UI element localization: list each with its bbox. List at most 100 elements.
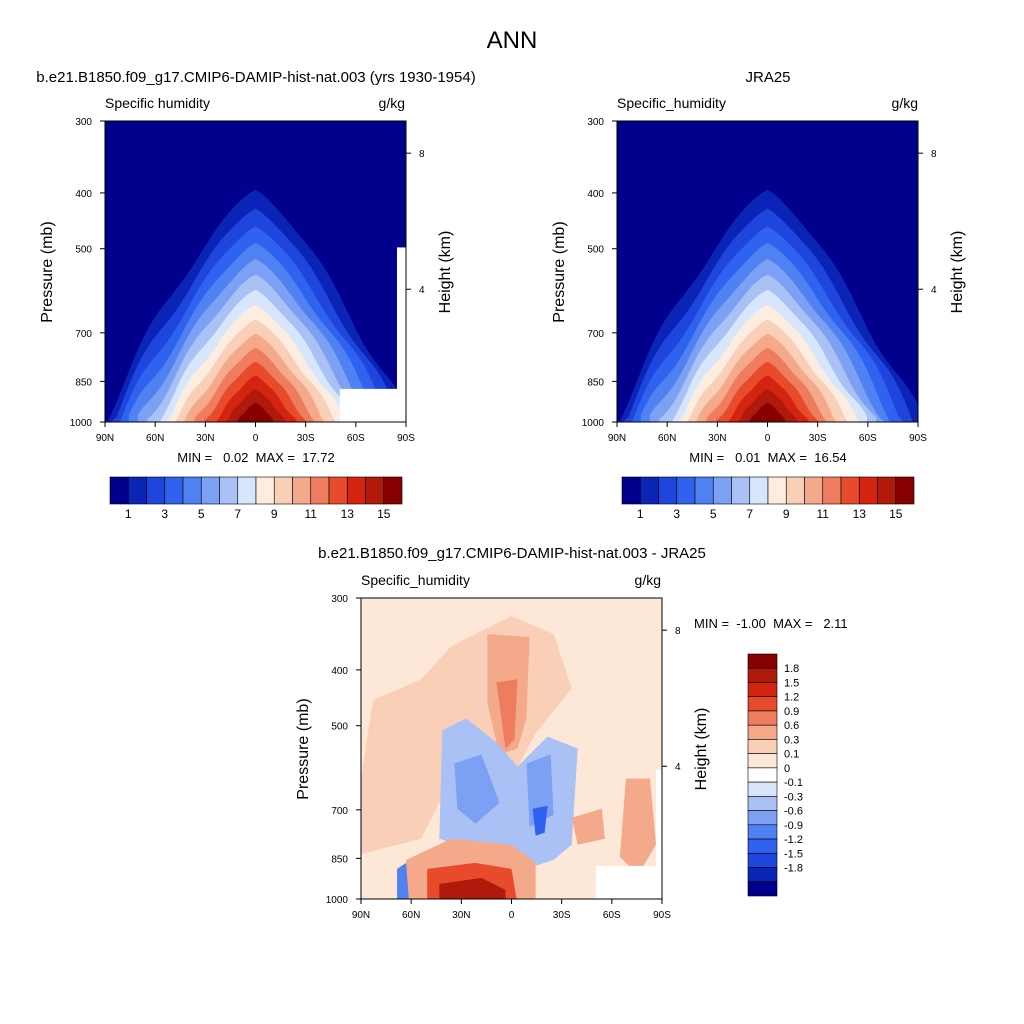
colorbar-box: [747, 881, 778, 897]
variable-label: Specific humidity: [105, 95, 210, 111]
contour-level: [571, 808, 605, 845]
y-axis-label: Pressure (mb): [39, 221, 56, 322]
colorbar-box: [840, 476, 860, 505]
colorbar-label: 9: [271, 507, 278, 521]
y-tick-label: 1000: [582, 418, 605, 429]
colorbar-box: [712, 476, 732, 505]
colorbar-box: [747, 710, 778, 726]
contour-level: [532, 805, 548, 836]
y2-tick-label: 4: [419, 285, 425, 296]
contour-level: [236, 402, 275, 422]
colorbar-label: 5: [198, 507, 205, 521]
colorbar-box: [747, 653, 778, 669]
y-tick-label: 300: [587, 117, 604, 128]
colorbar-label: 15: [889, 507, 903, 521]
y2-tick-label: 8: [931, 149, 937, 160]
missing-data: [595, 865, 662, 899]
x-tick-label: 90N: [352, 910, 370, 921]
x-tick-label: 0: [253, 433, 259, 444]
colorbar-label: 3: [673, 507, 680, 521]
colorbar-label: 5: [710, 507, 717, 521]
colorbar-box: [164, 476, 184, 505]
y-tick-label: 300: [331, 594, 348, 605]
axes: 90N 60N 30N 0 30S 60S 90S 300 400 500 700 850 1000 8 4: [326, 594, 681, 921]
contour-level: [619, 778, 656, 875]
panel-reanalysis: JRA25 Specific_humidity g/kg 90N 60N 30N 0 3…: [551, 69, 966, 521]
contour-plot: [361, 598, 662, 899]
y-tick-label: 850: [331, 854, 348, 865]
y-tick-label: 500: [331, 722, 348, 733]
colorbar-box: [292, 476, 312, 505]
contour-level: [454, 754, 500, 824]
y2-tick-label: 8: [419, 149, 425, 160]
colorbar-box: [747, 724, 778, 740]
y-tick-label: 700: [75, 329, 92, 340]
colorbar-box: [658, 476, 678, 505]
colorbar: 1.8 1.5 1.2 0.9 0.6 0.3 0.1 0 -0.1 -0.3 -0.6 -0.9 -1…: [747, 653, 803, 897]
min-max-stats: MIN = -1.00 MAX = 2.11: [694, 616, 848, 631]
missing-data: [396, 247, 406, 422]
colorbar-box: [747, 767, 778, 783]
colorbar-label: -1.2: [784, 834, 803, 846]
colorbar-label: 0.6: [784, 720, 799, 732]
colorbar-box: [146, 476, 166, 505]
colorbar-box: [237, 476, 257, 505]
y2-tick-label: 4: [675, 762, 681, 773]
units-label: g/kg: [379, 95, 405, 111]
colorbar-box: [895, 476, 915, 505]
colorbar-box: [328, 476, 348, 505]
colorbar-box: [804, 476, 824, 505]
colorbar-box: [747, 824, 778, 840]
colorbar-box: [365, 476, 385, 505]
colorbar-label: 11: [305, 507, 318, 521]
x-tick-label: 60N: [658, 433, 676, 444]
colorbar-box: [747, 810, 778, 826]
y-tick-label: 500: [587, 245, 604, 256]
units-label: g/kg: [635, 572, 661, 588]
colorbar-label: 9: [783, 507, 790, 521]
colorbar-box: [749, 476, 769, 505]
y-tick-label: 1000: [326, 895, 349, 906]
x-tick-label: 30S: [809, 433, 827, 444]
y-tick-label: 500: [75, 245, 92, 256]
x-tick-label: 60S: [347, 433, 365, 444]
colorbar-box: [747, 781, 778, 797]
colorbar-box: [182, 476, 202, 505]
x-tick-label: 30S: [553, 910, 571, 921]
contour-level: [496, 679, 518, 749]
x-tick-label: 60N: [146, 433, 164, 444]
colorbar-box: [747, 838, 778, 854]
x-tick-label: 30N: [708, 433, 726, 444]
y-tick-label: 400: [331, 666, 348, 677]
colorbar-label: 0: [784, 763, 790, 775]
contour-level: [748, 402, 787, 422]
colorbar-box: [200, 476, 220, 505]
colorbar-box: [676, 476, 696, 505]
colorbar-box: [346, 476, 366, 505]
y-tick-label: 300: [75, 117, 92, 128]
colorbar-label: -1.8: [784, 863, 803, 875]
colorbar: 1 3 5 7 9 11 13 15: [621, 476, 915, 521]
y2-axis-label: Height (km): [693, 708, 710, 791]
x-tick-label: 30N: [196, 433, 214, 444]
missing-data: [339, 388, 406, 422]
units-label: g/kg: [892, 95, 918, 111]
colorbar-box: [383, 476, 403, 505]
colorbar-box: [747, 796, 778, 811]
panel-title: b.e21.B1850.f09_g17.CMIP6-DAMIP-hist-nat…: [36, 69, 475, 86]
variable-label: Specific_humidity: [361, 572, 470, 588]
colorbar-label: 1: [125, 507, 132, 521]
x-tick-label: 90N: [608, 433, 626, 444]
colorbar-box: [747, 667, 778, 683]
colorbar-label: 1.5: [784, 677, 799, 689]
colorbar-box: [767, 476, 787, 505]
colorbar: 1 3 5 7 9 11 13 15: [109, 476, 403, 521]
panel-difference: b.e21.B1850.f09_g17.CMIP6-DAMIP-hist-nat…: [295, 545, 848, 921]
colorbar-box: [621, 476, 641, 505]
x-tick-label: 60S: [859, 433, 877, 444]
colorbar-label: 1.2: [784, 692, 799, 704]
contour-plot: [617, 121, 918, 422]
contour-level: [397, 862, 409, 899]
colorbar-label: 7: [746, 507, 753, 521]
